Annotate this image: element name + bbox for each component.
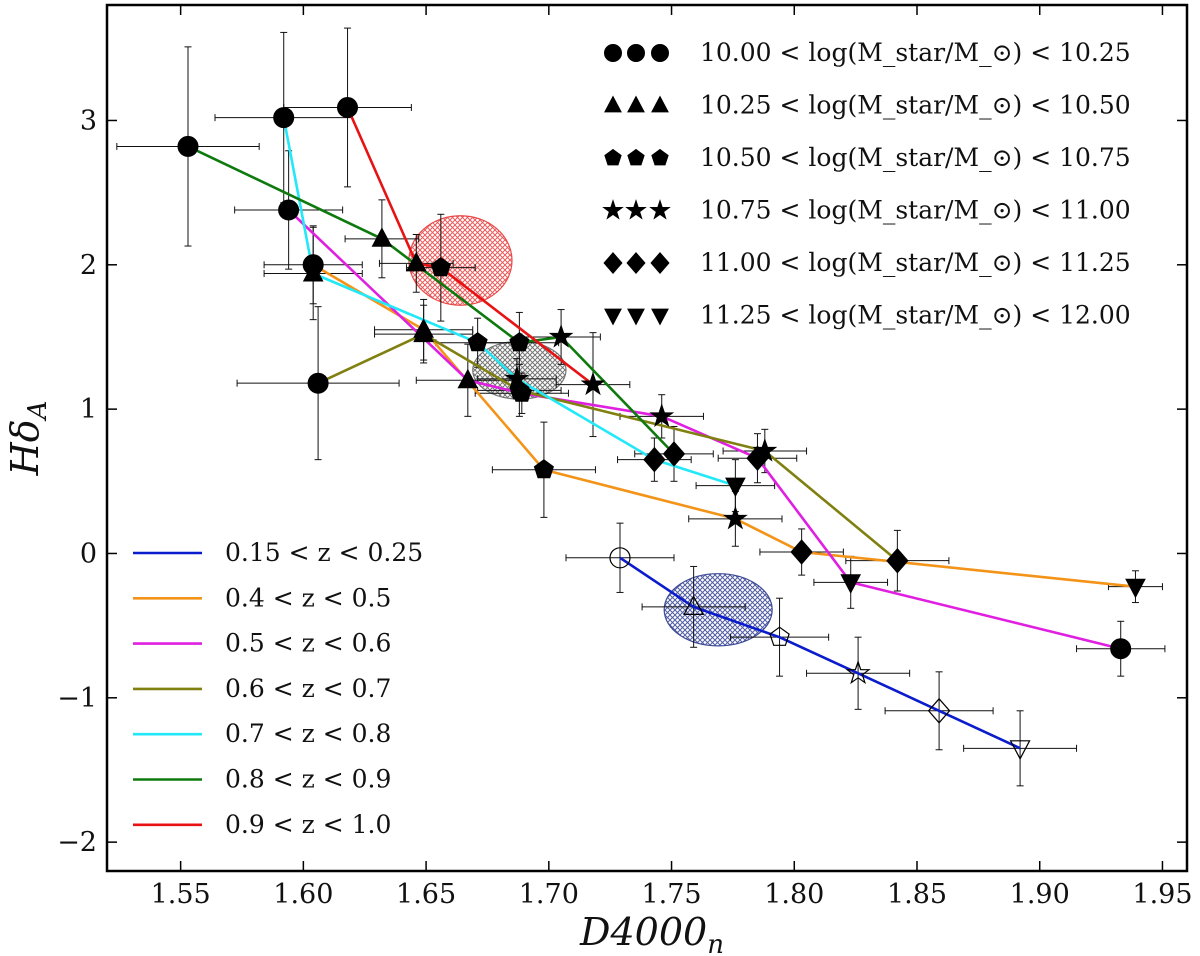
legend-marker xyxy=(604,148,622,166)
data-point xyxy=(278,199,300,221)
data-point xyxy=(662,441,686,467)
x-tick-label: 1.85 xyxy=(887,879,947,910)
legend-marker xyxy=(625,199,647,220)
data-point xyxy=(337,97,358,118)
legend-marker xyxy=(604,308,622,326)
data-point xyxy=(845,659,871,685)
data-point xyxy=(840,574,862,594)
data-point xyxy=(371,227,393,247)
data-point xyxy=(302,261,324,282)
data-point xyxy=(307,372,329,394)
x-tick-label: 1.80 xyxy=(764,879,824,910)
plot-frame xyxy=(105,3,1189,873)
legend-marker xyxy=(651,95,669,113)
data-point xyxy=(413,322,434,343)
legend-marker xyxy=(604,44,622,62)
y-tick-label: −2 xyxy=(57,827,97,858)
tick-layer xyxy=(107,5,1187,871)
series-line xyxy=(312,263,1136,588)
mass-bin-label: 10.00 < log(M_star/M_⊙) < 10.25 xyxy=(700,38,1131,67)
data-point xyxy=(509,332,530,352)
x-tick-label: 1.75 xyxy=(641,879,701,910)
mass-bin-legend: 10.00 < log(M_star/M_⊙) < 10.25 10.25 < l… xyxy=(602,38,1131,330)
y-axis-label: HδA xyxy=(3,401,53,477)
x-tick-label: 1.55 xyxy=(151,879,211,910)
data-point xyxy=(752,437,778,462)
data-point xyxy=(790,539,813,565)
data-point xyxy=(725,477,746,498)
series-line xyxy=(619,556,1021,750)
x-tick-labels: 1.55 1.60 1.65 1.70 1.75 1.80 1.85 1.90 1.95 xyxy=(151,879,1193,910)
mean-ellipse xyxy=(408,215,513,306)
data-point xyxy=(504,365,530,390)
x-tick-label: 1.90 xyxy=(1010,879,1070,910)
line-layer xyxy=(187,106,1136,750)
legend-marker xyxy=(603,252,623,274)
legend-marker xyxy=(651,148,669,166)
redshift-legend: 0.15 < z < 0.25 0.4 < z < 0.5 0.5 < z < 0.… xyxy=(133,538,423,839)
legend-marker xyxy=(627,44,645,62)
data-point xyxy=(683,595,705,615)
data-point xyxy=(1125,578,1146,599)
legend-marker xyxy=(649,199,671,220)
y-tick-labels: −2 −1 0 1 2 3 xyxy=(57,105,97,858)
mass-bin-label: 10.25 < log(M_star/M_⊙) < 10.50 xyxy=(700,91,1131,120)
redshift-label: 0.5 < z < 0.6 xyxy=(225,629,391,658)
legend-marker xyxy=(626,252,646,274)
data-point xyxy=(548,323,574,348)
data-point xyxy=(769,626,790,646)
x-axis-label: D4000n xyxy=(579,910,724,956)
y-tick-label: 0 xyxy=(80,538,97,569)
legend-marker xyxy=(651,308,669,326)
y-tick-label: 3 xyxy=(80,105,97,136)
legend-marker xyxy=(627,148,645,166)
data-point xyxy=(1009,740,1031,761)
legend-marker xyxy=(651,44,669,62)
data-point xyxy=(1110,638,1132,660)
mass-bin-label: 10.50 < log(M_star/M_⊙) < 10.75 xyxy=(700,143,1131,172)
legend-marker xyxy=(604,95,622,113)
redshift-label: 0.8 < z < 0.9 xyxy=(225,765,391,794)
x-tick-label: 1.95 xyxy=(1132,879,1192,910)
mass-bin-label: 11.00 < log(M_star/M_⊙) < 11.25 xyxy=(700,248,1131,277)
data-point xyxy=(722,505,748,530)
redshift-label: 0.6 < z < 0.7 xyxy=(225,674,391,703)
data-point xyxy=(580,371,606,396)
data-point xyxy=(649,403,675,427)
data-point xyxy=(533,459,554,479)
y-tick-label: 2 xyxy=(80,250,97,281)
legend-marker xyxy=(650,252,670,274)
mass-bin-label: 11.25 < log(M_star/M_⊙) < 12.00 xyxy=(700,301,1131,330)
data-point xyxy=(430,257,451,277)
redshift-label: 0.4 < z < 0.5 xyxy=(225,583,391,612)
data-point xyxy=(927,697,951,724)
series-line xyxy=(282,117,736,487)
plot-background xyxy=(107,5,1187,871)
y-tick-label: 1 xyxy=(80,394,97,425)
y-tick-label: −1 xyxy=(57,683,97,714)
x-tick-label: 1.65 xyxy=(396,879,456,910)
data-point xyxy=(177,135,199,157)
mass-bin-label: 10.75 < log(M_star/M_⊙) < 11.00 xyxy=(700,196,1131,225)
redshift-label: 0.15 < z < 0.25 xyxy=(225,538,423,567)
data-point xyxy=(405,251,427,272)
legend-marker xyxy=(627,308,645,326)
data-point xyxy=(609,547,631,569)
legend-marker xyxy=(602,199,624,220)
redshift-label: 0.7 < z < 0.8 xyxy=(225,719,391,748)
error-bar xyxy=(565,522,675,593)
data-point xyxy=(457,368,479,389)
x-tick-label: 1.70 xyxy=(519,879,579,910)
x-tick-label: 1.60 xyxy=(273,879,333,910)
marker-layer xyxy=(177,97,1146,761)
data-point xyxy=(886,547,909,574)
legend-marker xyxy=(627,95,645,113)
redshift-label: 0.9 < z < 1.0 xyxy=(225,810,391,839)
mean-ellipse xyxy=(663,573,773,647)
data-point xyxy=(467,332,488,352)
series-line xyxy=(346,106,594,386)
data-point xyxy=(273,107,295,129)
data-point xyxy=(643,446,666,473)
